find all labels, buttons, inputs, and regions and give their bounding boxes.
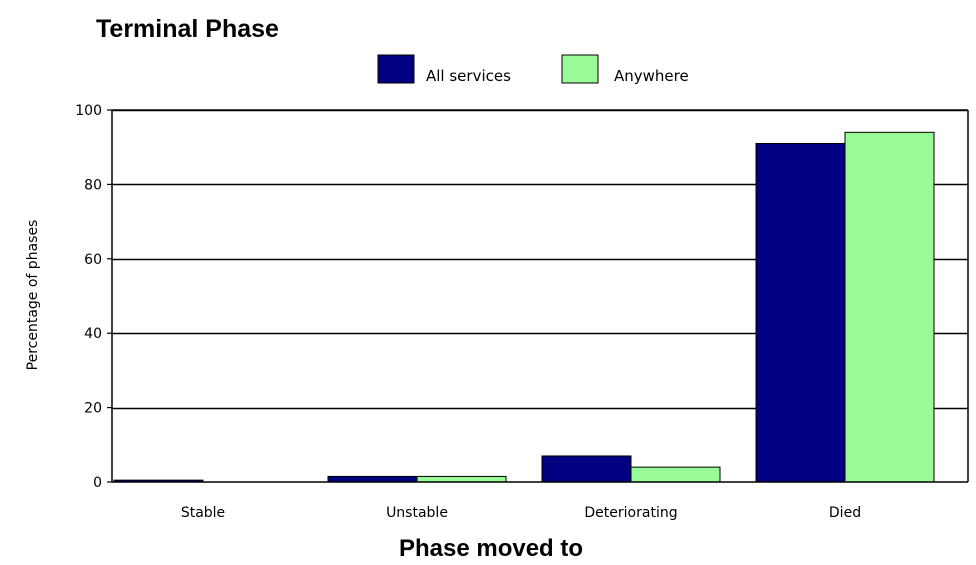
y-tick-label: 0	[93, 475, 102, 491]
y-tick-label: 100	[75, 103, 102, 119]
x-tick-label: Unstable	[386, 505, 448, 521]
legend-label-anywhere: Anywhere	[614, 67, 689, 85]
y-tick-label: 60	[84, 252, 102, 268]
y-tick-label: 80	[84, 177, 102, 193]
x-tick-labels: Stable Unstable Deteriorating Died	[181, 505, 861, 521]
axes	[111, 109, 969, 483]
y-tick-label: 40	[84, 326, 102, 342]
bar-all-services-died	[755, 142, 846, 483]
x-tick-label: Stable	[181, 505, 225, 521]
bar-all-services-unstable	[327, 475, 418, 483]
bar-anywhere-died	[844, 131, 935, 483]
legend: All services Anywhere	[377, 54, 689, 85]
y-tick-labels: 0 20 40 60 80 100	[75, 103, 112, 491]
x-axis-label: Phase moved to	[399, 535, 583, 562]
x-tick-label: Died	[829, 505, 861, 521]
bars	[113, 131, 935, 483]
legend-label-all-services: All services	[426, 67, 511, 85]
x-tick-label: Deteriorating	[584, 505, 677, 521]
bar-all-services-deteriorating	[541, 455, 632, 483]
chart-title: Terminal Phase	[96, 15, 279, 43]
legend-swatch-all-services	[377, 54, 415, 84]
bar-anywhere-unstable	[416, 475, 507, 483]
y-axis-label: Percentage of phases	[25, 220, 41, 371]
bar-anywhere-deteriorating	[630, 466, 721, 483]
y-tick-label: 20	[84, 401, 102, 417]
legend-swatch-anywhere	[561, 54, 599, 84]
